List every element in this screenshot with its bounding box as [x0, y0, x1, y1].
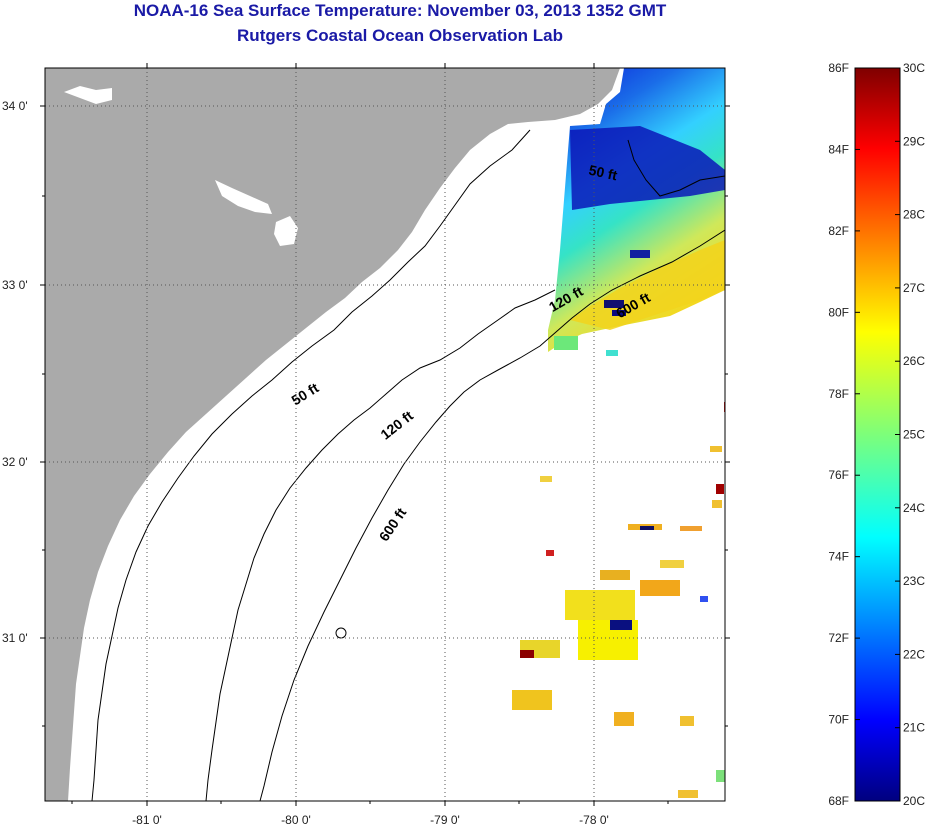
colorbar-label-celsius: 27C — [903, 281, 925, 295]
lat-tick-label: 31 0' — [2, 631, 28, 645]
colorbar-label-celsius: 26C — [903, 354, 925, 368]
cold-water-region — [570, 126, 725, 210]
colorbar-label-celsius: 25C — [903, 428, 925, 442]
colorbar-label-celsius: 24C — [903, 501, 925, 515]
lat-tick-label: 33 0' — [2, 278, 28, 292]
lake — [274, 216, 298, 246]
lake — [215, 180, 272, 214]
lon-tick-label: -81 0' — [132, 813, 162, 827]
colorbar-label-fahrenheit: 76F — [828, 468, 849, 482]
colorbar-label-celsius: 30C — [903, 61, 925, 75]
colorbar-label-fahrenheit: 68F — [828, 794, 849, 808]
colorbar-label-fahrenheit: 74F — [828, 550, 849, 564]
map-frame — [44, 67, 726, 802]
colorbar-label-fahrenheit: 86F — [828, 61, 849, 75]
colorbar-label-fahrenheit: 70F — [828, 713, 849, 727]
lat-tick-label: 32 0' — [2, 455, 28, 469]
map-title: NOAA-16 Sea Surface Temperature: Novembe… — [133, 1, 667, 20]
lon-tick-label: -79 0' — [430, 813, 460, 827]
colorbar-label-celsius: 29C — [903, 134, 925, 148]
lat-tick-label: 34 0' — [2, 99, 28, 113]
lon-tick-label: -78 0' — [579, 813, 609, 827]
lon-tick-label: -80 0' — [281, 813, 311, 827]
lake — [64, 86, 112, 104]
colorbar-label-celsius: 28C — [903, 208, 925, 222]
depth-contours — [91, 129, 725, 801]
colorbar-label-celsius: 20C — [903, 794, 925, 808]
colorbar-label-celsius: 22C — [903, 647, 925, 661]
colorbar-scale — [854, 67, 901, 802]
colorbar: 86F 84F 82F 80F 78F 76F 74F 72F 70F 68F 30C 29C 28C… — [828, 61, 925, 808]
colorbar-label-fahrenheit: 82F — [828, 224, 849, 238]
contour-label-50ft-north: 50 ft — [587, 162, 619, 184]
colorbar-label-celsius: 23C — [903, 574, 925, 588]
lon-axis: -81 0' -80 0' -79 0' -78 0' — [71, 63, 669, 827]
map-subtitle: Rutgers Coastal Ocean Observation Lab — [237, 26, 563, 45]
colorbar-label-fahrenheit: 72F — [828, 631, 849, 645]
sst-patches — [512, 250, 725, 798]
colorbar-label-fahrenheit: 84F — [828, 142, 849, 156]
grid-lines — [45, 68, 725, 801]
land-area — [45, 68, 620, 801]
colorbar-label-fahrenheit: 80F — [828, 305, 849, 319]
colorbar-label-celsius: 21C — [903, 721, 925, 735]
lat-axis: 34 0' 33 0' 32 0' 31 0' — [2, 99, 730, 727]
colorbar-label-fahrenheit: 78F — [828, 387, 849, 401]
